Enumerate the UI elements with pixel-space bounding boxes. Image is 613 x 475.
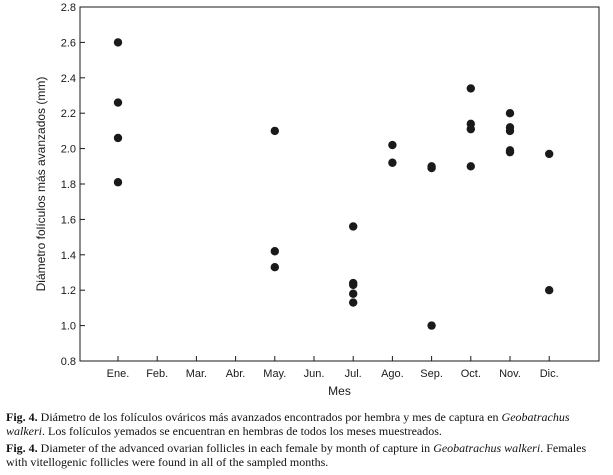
y-axis-title: Diámetro folículos más avanzados (mm): [34, 77, 48, 292]
y-tick-label: 1.6: [61, 214, 76, 226]
y-tick-label: 2.2: [61, 108, 76, 120]
x-tick-label: Ene.: [107, 368, 130, 380]
y-tick-label: 2.0: [61, 144, 76, 156]
data-point: [270, 247, 279, 256]
data-point: [113, 133, 123, 143]
x-tick-label: Sep.: [420, 368, 443, 380]
x-tick-label: May.: [263, 368, 286, 380]
data-point: [113, 178, 123, 187]
plot-frame: [79, 6, 600, 362]
data-point: [505, 147, 515, 157]
caption-en-label: Fig. 4.: [6, 441, 38, 455]
caption-english: Fig. 4. Diameter of the advanced ovarian…: [6, 441, 608, 469]
y-tick-label: 1.2: [61, 285, 76, 297]
data-point: [270, 262, 279, 272]
y-tick-label: 2.8: [61, 2, 76, 14]
data-point: [505, 126, 515, 136]
data-point: [427, 163, 436, 173]
data-point: [545, 286, 554, 295]
caption-spanish: Fig. 4. Diámetro de los folículos ováric…: [6, 410, 608, 438]
caption-es-label: Fig. 4.: [6, 410, 38, 424]
y-tick-label: 2.6: [61, 37, 76, 49]
x-tick-label: Jun.: [304, 368, 325, 380]
data-point: [427, 321, 436, 330]
caption-en-text: Diameter of the advanced ovarian follicl…: [37, 441, 434, 455]
y-tick-label: 1.0: [61, 321, 76, 333]
caption-en-text2: . Females with vitellogenic follicles we…: [6, 441, 587, 469]
x-tick-label: Nov.: [499, 368, 521, 380]
data-point: [466, 162, 475, 171]
data-points: [113, 38, 554, 330]
data-point: [388, 140, 397, 150]
data-point: [466, 124, 475, 134]
y-tick-label: 1.8: [61, 179, 76, 191]
data-point: [388, 158, 397, 167]
data-point: [349, 222, 358, 231]
y-tick-label: 1.4: [61, 250, 76, 262]
y-axis: 0.8 1.0 1.2 1.4 1.6 1.8 2.0 2.2 2.4 2.6 2.8: [61, 2, 85, 368]
caption-en-species: Geobatrachus walkeri: [433, 441, 541, 455]
x-axis-title: Mes: [328, 384, 351, 398]
data-point: [545, 149, 554, 159]
y-tick-label: 2.4: [61, 73, 76, 85]
data-point: [505, 109, 515, 118]
data-point: [349, 289, 358, 298]
data-point: [349, 298, 358, 307]
data-point: [349, 280, 358, 290]
data-point: [113, 98, 123, 107]
scatter-chart: 0.8 1.0 1.2 1.4 1.6 1.8 2.0 2.2 2.4 2.6 2.8 Ene. Fe…: [34, 2, 600, 398]
caption-es-species: Geobatrachus walkeri: [6, 410, 570, 438]
x-tick-label: Feb.: [146, 368, 168, 380]
data-point: [270, 126, 279, 136]
data-point: [466, 84, 475, 93]
x-tick-label: Mar.: [186, 368, 207, 380]
x-tick-label: Ago.: [381, 368, 404, 380]
y-tick-label: 0.8: [61, 356, 76, 368]
x-axis: Ene. Feb. Mar. Abr. May. Jun. Jul. Ago. Sep. Oct.…: [107, 356, 559, 380]
x-tick-label: Abr.: [226, 368, 246, 380]
x-tick-label: Jul.: [345, 368, 362, 380]
x-tick-label: Dic.: [540, 368, 559, 380]
x-tick-label: Oct.: [461, 368, 481, 380]
caption-es-text2: . Los folículos yemados se encuentran en…: [42, 424, 442, 438]
caption-es-text: Diámetro de los folículos ováricos más a…: [37, 410, 502, 424]
data-point: [113, 38, 123, 47]
